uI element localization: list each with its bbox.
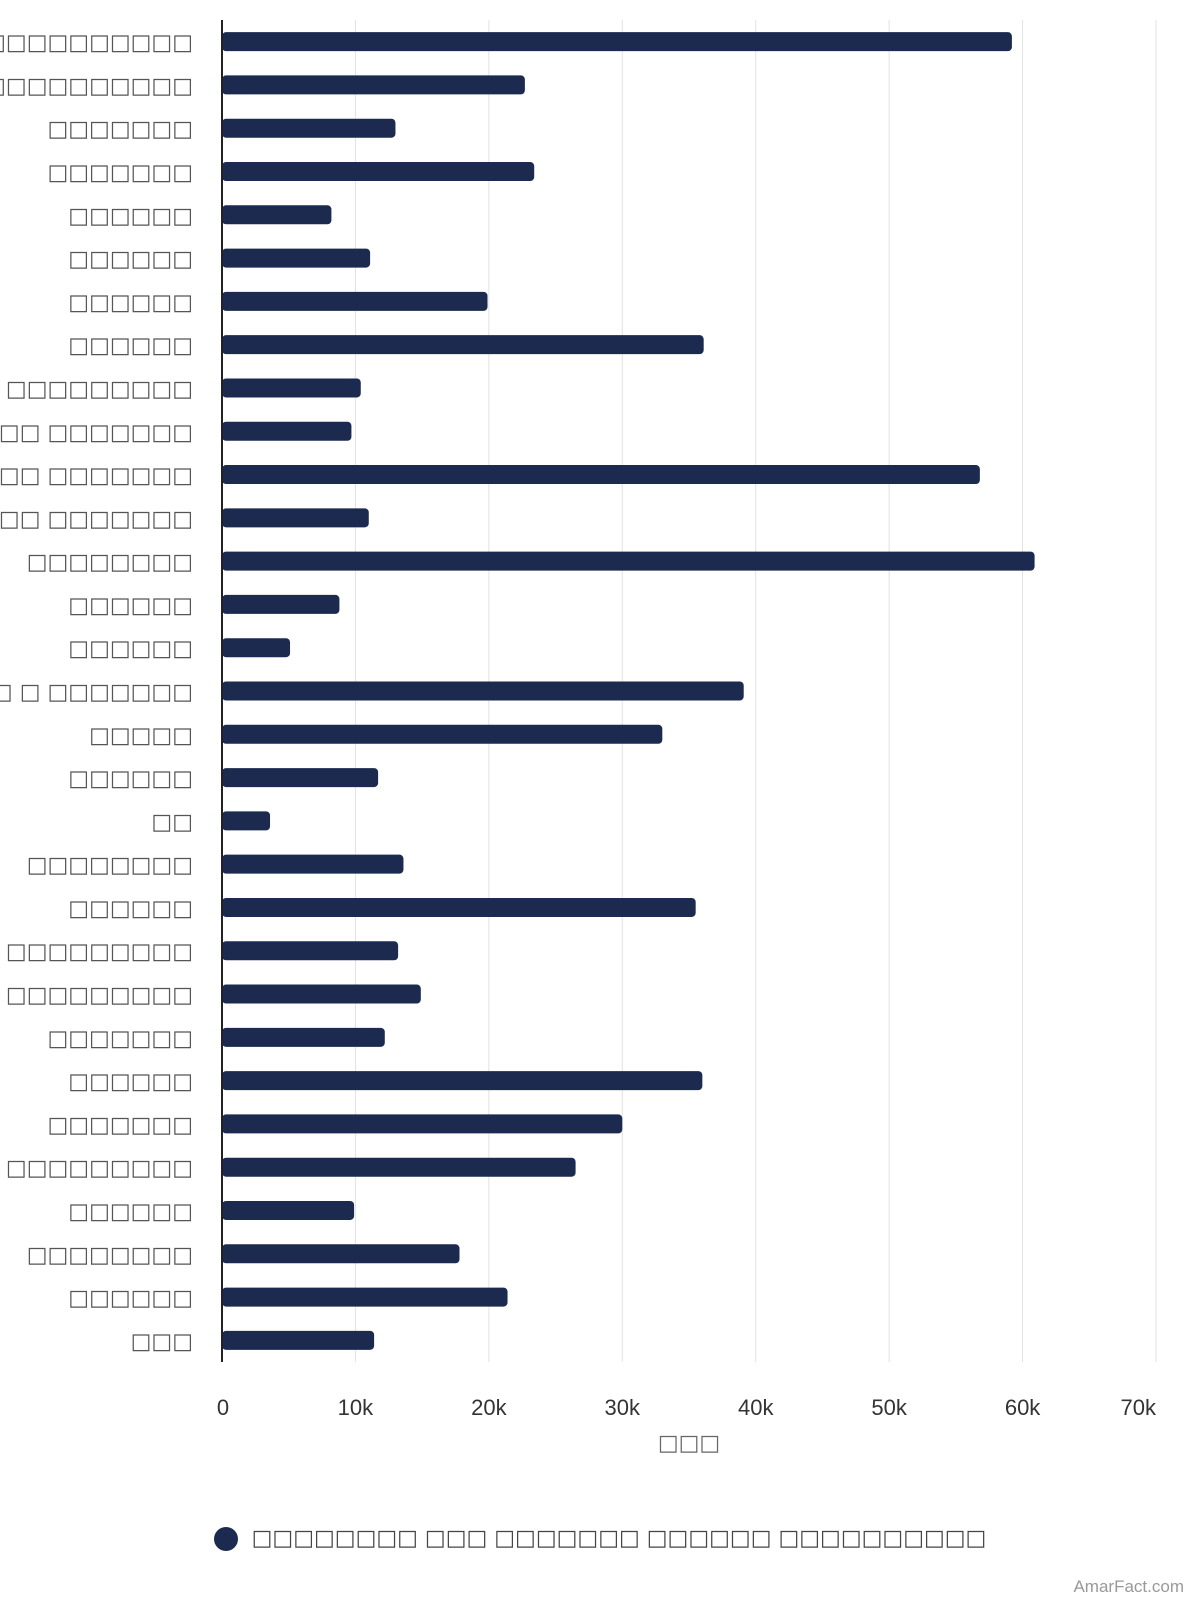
bar[interactable]: [222, 638, 291, 658]
category-label: □□□□□□: [68, 637, 193, 662]
category-label: □□□□□□: [68, 290, 193, 315]
bar[interactable]: [222, 594, 340, 614]
legend-series-label: □□□□□□□□ □□□ □□□□□□□ □□□□□□ □□□□□□□□□□: [251, 1526, 987, 1551]
bar[interactable]: [222, 1244, 460, 1264]
category-label: □□□□□□□: [47, 161, 193, 186]
bar[interactable]: [222, 118, 396, 138]
bar[interactable]: [222, 335, 704, 355]
bar[interactable]: [222, 681, 744, 701]
bar[interactable]: [222, 1200, 355, 1220]
legend-marker-icon: [213, 1526, 238, 1551]
x-tick-label: 0: [217, 1395, 229, 1420]
bar[interactable]: [222, 1287, 508, 1307]
category-label: □□□□□□□□: [27, 1243, 193, 1268]
bar[interactable]: [222, 984, 421, 1004]
x-tick-label: 60k: [1005, 1395, 1041, 1420]
category-label: □□□□□: [89, 723, 193, 748]
x-tick-label: 10k: [338, 1395, 374, 1420]
bar[interactable]: [222, 248, 371, 268]
category-label: □□□□□□: [68, 204, 193, 229]
bar[interactable]: [222, 508, 369, 528]
bar[interactable]: [222, 1330, 375, 1350]
category-label: □ □□□□□□□□□□: [0, 74, 193, 99]
bar[interactable]: [222, 1157, 576, 1177]
bar[interactable]: [222, 551, 1035, 571]
category-label: □□□: [131, 1329, 193, 1354]
category-label: □□□□□ □□□□□□□: [0, 420, 193, 445]
x-tick-labels: 0 10k 20k 30k 40k 50k 60k 70k: [217, 1395, 1157, 1420]
category-label: □□□□□□: [68, 334, 193, 359]
category-label: □□□□□□: [68, 1070, 193, 1095]
bar[interactable]: [222, 291, 488, 311]
category-label: □□□□□□□: [47, 117, 193, 142]
bar[interactable]: [222, 1114, 623, 1134]
bar[interactable]: [222, 811, 271, 831]
category-label: □□□□□□□: [47, 1113, 193, 1138]
legend[interactable]: □□□□□□□□ □□□ □□□□□□□ □□□□□□ □□□□□□□□□□: [0, 1526, 1200, 1551]
bar[interactable]: [222, 421, 352, 441]
x-tick-label: 40k: [738, 1395, 774, 1420]
category-label: □□□□□□□□□: [6, 940, 193, 965]
bar[interactable]: [222, 32, 1012, 52]
bar[interactable]: [222, 1071, 703, 1091]
category-label: □□□□□□: [68, 247, 193, 272]
category-label: □□□□□□: [68, 767, 193, 792]
bar-chart: □ □□□□□□□□□ □□ □□□□□□□□□□□□□□□□□□□□□□□□□□…: [0, 20, 1157, 1456]
category-label: □ □□□□□□□□□□: [0, 31, 193, 56]
bar[interactable]: [222, 205, 332, 225]
x-tick-label: 20k: [471, 1395, 507, 1420]
category-label: □□□□□□: [68, 1286, 193, 1311]
category-label: □ □ □□□□□□□□□: [0, 377, 193, 402]
category-label: □ □ □□□□□□□□□: [0, 983, 193, 1008]
category-label: □□□□□□: [68, 593, 193, 618]
bar[interactable]: [222, 465, 980, 485]
category-label: □□□□□□: [68, 896, 193, 921]
x-tick-label: 50k: [871, 1395, 907, 1420]
category-label: □□□□□□□□: [27, 550, 193, 575]
category-label: □□□□□ □□□□□□□: [0, 507, 193, 532]
bar[interactable]: [222, 724, 663, 744]
bar[interactable]: [222, 75, 525, 95]
bars: [222, 32, 1035, 1350]
bar[interactable]: [222, 941, 399, 961]
bar[interactable]: [222, 1027, 385, 1047]
bar[interactable]: [222, 768, 379, 788]
category-label: □□□□□□□□: [27, 853, 193, 878]
category-label: □□□□□□: [68, 1199, 193, 1224]
source-credit[interactable]: AmarFact.com: [1073, 1577, 1184, 1596]
x-axis-title: □□□: [658, 1431, 720, 1456]
category-labels: □ □□□□□□□□□ □□ □□□□□□□□□□□□□□□□□□□□□□□□□□…: [0, 31, 193, 1355]
bar[interactable]: [222, 162, 535, 182]
x-tick-label: 30k: [605, 1395, 641, 1420]
category-label: □□□□□ □□□□□□□: [0, 464, 193, 489]
bar[interactable]: [222, 378, 361, 398]
category-label: □□: [151, 810, 193, 835]
bar[interactable]: [222, 897, 696, 917]
x-tick-label: 70k: [1121, 1395, 1157, 1420]
category-label: □□□□□□□□□: [6, 1156, 193, 1181]
category-label: □□□□ □ □□□□□□□: [0, 680, 193, 705]
bar[interactable]: [222, 854, 404, 874]
category-label: □□□□□□□: [47, 1026, 193, 1051]
